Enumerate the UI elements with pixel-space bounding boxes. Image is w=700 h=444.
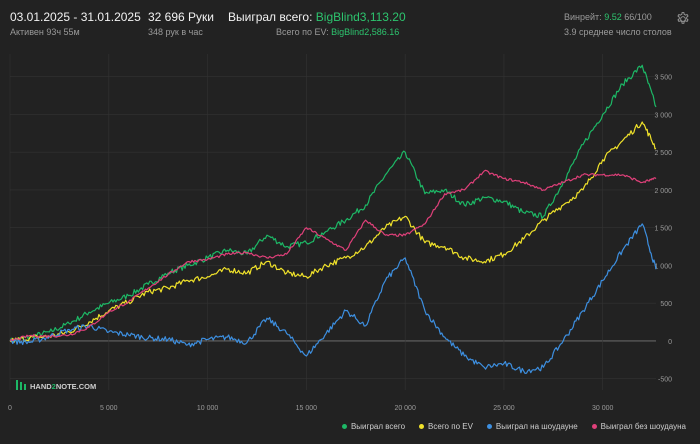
x-tick-label: 10 000 xyxy=(197,405,219,412)
y-tick-label: 500 xyxy=(660,301,672,308)
winnings-chart: -500 0 500 1 000 1 500 2 000 2 500 3 000 3 500 0… xyxy=(8,54,672,412)
legend-item[interactable]: Всего по EV xyxy=(419,422,473,431)
series-line xyxy=(9,223,657,374)
x-tick-label: 0 xyxy=(8,405,12,412)
winrate-tail: 66/100 xyxy=(624,12,652,22)
winrate-value: 9.52 xyxy=(604,12,622,22)
chart-header: 03.01.2025 - 31.01.2025 Активен 93ч 55м … xyxy=(0,0,700,44)
won-total: Выиграл всего: BigBlind3,113.20 xyxy=(228,10,406,24)
won-total-label: Выиграл всего: xyxy=(228,10,313,24)
active-time: Активен 93ч 55м xyxy=(10,27,80,37)
legend-dot-icon xyxy=(591,424,597,429)
series-lines xyxy=(9,64,657,374)
x-tick-label: 5 000 xyxy=(100,405,118,412)
y-tick-label: 3 000 xyxy=(654,112,672,119)
avg-tables: 3.9 среднее число столов xyxy=(564,27,672,37)
legend-dot-icon xyxy=(419,424,425,429)
brand-left: HAND xyxy=(30,382,52,391)
y-tick-label: 3 500 xyxy=(654,75,672,82)
date-range: 03.01.2025 - 31.01.2025 xyxy=(10,10,141,24)
y-tick-label: 0 xyxy=(668,339,672,346)
ev-total-value: BigBlind2,586.16 xyxy=(331,27,400,37)
ev-total-label: Всего по EV: xyxy=(276,27,329,37)
brand-right: NOTE.COM xyxy=(56,382,96,391)
legend-item[interactable]: Выиграл без шоудауна xyxy=(591,422,686,431)
y-axis: -500 0 500 1 000 1 500 2 000 2 500 3 000 3 500 xyxy=(654,75,672,384)
legend-item[interactable]: Выиграл на шоудауне xyxy=(486,422,578,431)
watermark: HAND2NOTE.COM xyxy=(16,380,96,391)
legend-label: Выиграл на шоудауне xyxy=(495,422,578,431)
x-axis: 0 5 000 10 000 15 000 20 000 25 000 30 000 xyxy=(8,405,613,412)
y-tick-label: 2 000 xyxy=(654,188,672,195)
y-tick-label: 1 500 xyxy=(654,226,672,233)
svg-text:HAND2NOTE.COM: HAND2NOTE.COM xyxy=(30,382,96,391)
hands-count: 32 696 Руки xyxy=(148,10,214,24)
y-tick-label: 2 500 xyxy=(654,150,672,157)
y-tick-label: 1 000 xyxy=(654,263,672,270)
series-line xyxy=(9,121,657,343)
grid xyxy=(9,54,656,390)
ev-total: Всего по EV: BigBlind2,586.16 xyxy=(276,27,399,37)
y-tick-label: -500 xyxy=(658,377,672,384)
legend-item[interactable]: Выиграл всего xyxy=(341,422,406,431)
legend-label: Всего по EV xyxy=(428,422,473,431)
won-total-value: BigBlind3,113.20 xyxy=(315,10,406,24)
x-tick-label: 25 000 xyxy=(493,405,515,412)
legend-dot-icon xyxy=(486,424,492,429)
winrate: Винрейт: 9.52 66/100 xyxy=(564,12,652,22)
x-tick-label: 20 000 xyxy=(394,405,416,412)
x-tick-label: 15 000 xyxy=(296,405,318,412)
series-line xyxy=(9,64,657,343)
legend-label: Выиграл всего xyxy=(350,422,406,431)
legend: Выиграл всего Всего по EV Выиграл на шоуда… xyxy=(341,422,686,431)
winrate-label: Винрейт: xyxy=(564,12,602,22)
gear-icon[interactable] xyxy=(676,12,690,26)
legend-label: Выиграл без шоудауна xyxy=(600,422,686,431)
x-tick-label: 30 000 xyxy=(592,405,614,412)
hands-per-hour: 348 рук в час xyxy=(148,27,203,37)
legend-dot-icon xyxy=(341,424,347,429)
brand-mid: 2 xyxy=(52,382,56,391)
series-line xyxy=(9,169,657,342)
